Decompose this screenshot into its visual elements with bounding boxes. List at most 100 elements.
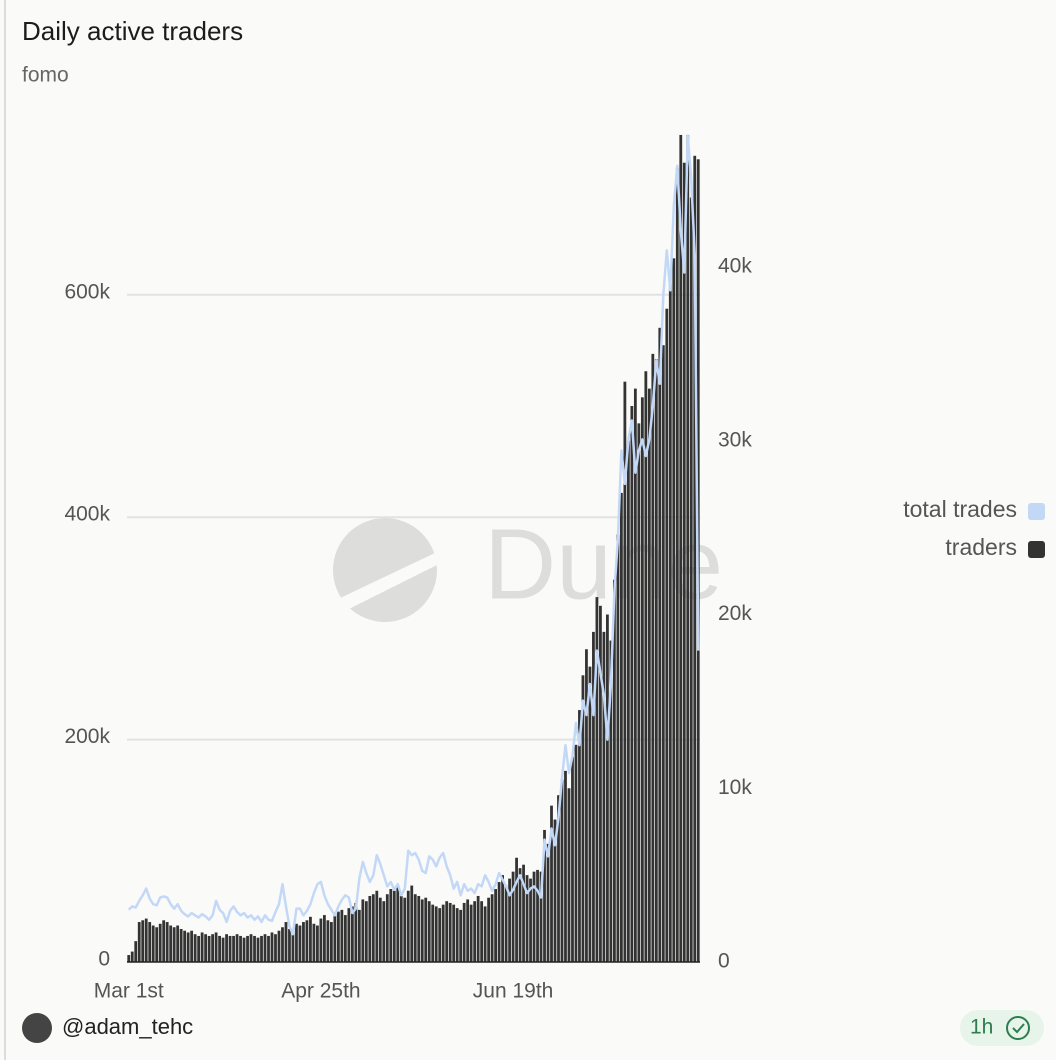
bar (340, 909, 344, 962)
bar (343, 915, 347, 962)
bar (532, 871, 536, 962)
bar (169, 925, 173, 962)
bar (151, 925, 155, 962)
bar (413, 894, 417, 962)
bar (256, 937, 260, 962)
bar (137, 922, 141, 962)
bar (281, 927, 284, 962)
bar (574, 744, 578, 962)
y2-tick-label: 20k (718, 602, 752, 625)
bar (375, 890, 379, 962)
bar (497, 882, 501, 962)
bar (581, 675, 585, 962)
x-tick-label: Jun 19th (473, 980, 554, 1003)
bar (543, 829, 546, 962)
bar (427, 901, 431, 962)
author[interactable]: @adam_tehc (62, 1014, 193, 1039)
bar (672, 258, 676, 962)
bar (354, 902, 358, 962)
bar (267, 935, 270, 962)
bar (675, 167, 679, 962)
bar (333, 913, 337, 962)
bar (197, 935, 201, 962)
legend-label: traders (945, 534, 1017, 560)
bar (302, 922, 305, 962)
bar (298, 925, 302, 962)
bar (141, 920, 145, 962)
bar (204, 934, 208, 962)
bar (336, 911, 340, 962)
bar (661, 345, 665, 962)
bar (550, 805, 553, 962)
bar (459, 909, 463, 962)
verified-check (1012, 1023, 1025, 1034)
bar (319, 918, 323, 962)
bar (508, 878, 511, 962)
age: 1h (970, 1016, 993, 1039)
x-tick-label: Apr 25th (281, 980, 360, 1003)
bar (689, 197, 693, 962)
bar (144, 918, 148, 962)
bar (316, 925, 319, 962)
bar (211, 934, 214, 962)
bar (176, 925, 180, 962)
chart-subtitle: fomo (22, 64, 69, 87)
bar (588, 666, 592, 962)
bar (434, 906, 438, 962)
bar (490, 894, 494, 962)
bar (396, 887, 400, 962)
bar (553, 819, 557, 962)
bar (431, 904, 435, 962)
bar (679, 134, 683, 962)
bar (134, 941, 138, 962)
bar (186, 932, 190, 962)
bar (640, 397, 644, 962)
bar (239, 935, 242, 962)
bar (592, 631, 595, 962)
bar (225, 934, 228, 962)
bar (483, 906, 487, 962)
bar (525, 875, 529, 962)
bar (626, 440, 630, 962)
bar (469, 904, 473, 962)
bar (312, 923, 316, 962)
bar (445, 901, 449, 962)
bar (441, 904, 445, 962)
bar (179, 928, 183, 962)
bar (326, 920, 330, 962)
bar (522, 864, 525, 962)
bar (350, 906, 354, 962)
bar (403, 897, 407, 962)
bar (399, 895, 403, 962)
y2-tick-label: 0 (718, 950, 730, 973)
y2-tick-label: 40k (718, 255, 752, 278)
bar (651, 353, 655, 962)
bar (448, 902, 452, 962)
bar (515, 857, 518, 962)
y-tick-label: 600k (64, 280, 110, 303)
bar (406, 890, 410, 962)
bar (511, 871, 515, 962)
bar (595, 597, 599, 962)
legend-swatch (1028, 541, 1045, 558)
bar (165, 922, 169, 962)
bar (385, 894, 389, 962)
bar (564, 770, 567, 962)
bar (410, 885, 414, 962)
chart-title: Daily active traders (22, 16, 243, 46)
verified-icon (1006, 1016, 1030, 1040)
bar (658, 327, 662, 962)
bar (487, 897, 491, 962)
bar (420, 899, 424, 962)
bar (371, 894, 375, 962)
bar (392, 890, 396, 962)
bar (291, 932, 295, 962)
bar (309, 916, 312, 962)
bar (364, 901, 368, 962)
bar (494, 889, 498, 962)
bar (623, 381, 627, 962)
plot: 0 200k 400k 600k 0 10k 20k 30k 40k Mar 1st Apr 25t… (64, 134, 752, 1003)
bar (501, 875, 504, 962)
bar (190, 930, 194, 962)
